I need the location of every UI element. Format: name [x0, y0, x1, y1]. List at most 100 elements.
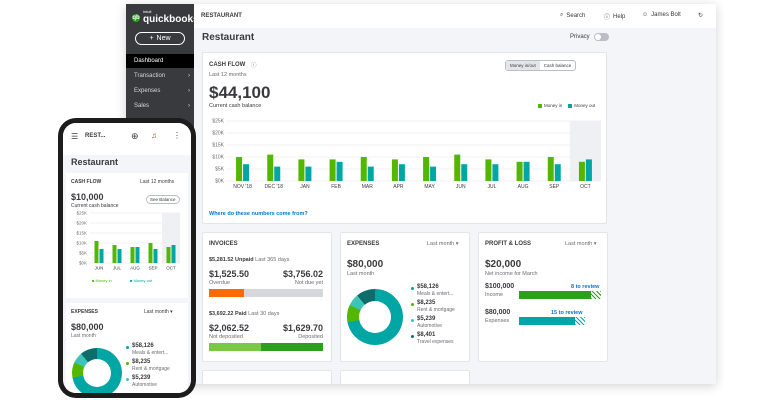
x-tick-label: DEC '18: [265, 184, 284, 190]
y-tick-label: $15K: [76, 231, 87, 236]
expenses-card: EXPENSES Last month ▾ $80,000 Last month…: [340, 232, 470, 362]
money-in-bar: [236, 157, 243, 181]
money-in-bar: [148, 243, 153, 263]
bell-icon[interactable]: ♫: [151, 131, 157, 140]
plus-icon: +: [149, 35, 154, 42]
x-tick-label: JUN: [456, 184, 466, 190]
period-dropdown[interactable]: Last month ▾: [144, 309, 173, 315]
x-tick-label: JUL: [113, 266, 121, 271]
mobile-header: ☰ REST... ⊕ ♫ ⋮: [63, 123, 191, 155]
mobile-screen: ☰ REST... ⊕ ♫ ⋮ Restaurant CASH FLOW Las…: [63, 123, 191, 393]
page-title: Restaurant: [202, 32, 255, 43]
card-title: EXPENSES: [347, 241, 380, 247]
x-tick-label: SEP: [148, 266, 157, 271]
period-label: Last 12 months: [209, 72, 247, 78]
money-out-bar: [99, 249, 104, 263]
quickbooks-logo: qb intuit quickbooks: [132, 9, 199, 25]
money-in-bar: [454, 154, 461, 181]
x-tick-label: AUG: [518, 184, 529, 190]
money-in-bar: [130, 247, 135, 263]
money-in-bar: [166, 247, 171, 263]
numbers-link[interactable]: Where do these numbers come from?: [209, 211, 308, 217]
mobile-expenses-card: EXPENSES Last month ▾ $80,000 Last month…: [66, 303, 188, 393]
sidebar-item-dashboard[interactable]: Dashboard: [126, 54, 194, 68]
more-icon[interactable]: ⋮: [173, 131, 181, 140]
chevron-right-icon: ›: [188, 73, 190, 79]
tab-money-in-out[interactable]: Money in/out: [506, 61, 540, 70]
cashflow-card: CASH FLOW ⓘ Last 12 months Money in/out C…: [202, 52, 607, 224]
new-button[interactable]: + New: [135, 32, 185, 45]
see-balance-button[interactable]: See Balance: [146, 195, 180, 204]
company-name: REST...: [85, 133, 106, 139]
money-out-bar: [430, 166, 437, 181]
y-tick-label: $0K: [79, 261, 87, 266]
period-dropdown[interactable]: Last month ▾: [565, 241, 597, 247]
sidebar-item-expenses[interactable]: Expenses ›: [134, 88, 190, 94]
money-in-bar: [391, 159, 398, 181]
mobile-cashflow-chart: $25K $20K $15K $10K $5K $0K JUN JUL AUG SEP OCT ■ M…: [76, 211, 180, 283]
money-out-bar: [153, 249, 158, 263]
x-tick-label: FEB: [331, 184, 341, 190]
money-in-bar: [112, 245, 117, 263]
page-title: Restaurant: [71, 157, 119, 167]
cash-balance-amount: $44,100: [209, 83, 271, 102]
deposited-amount: $1,629.70: [282, 323, 323, 333]
money-out-bar: [585, 159, 592, 181]
chevron-right-icon: ›: [188, 103, 190, 109]
view-toggle[interactable]: Money in/out Cash balance: [505, 60, 577, 71]
period-dropdown[interactable]: Last month ▾: [427, 241, 459, 247]
sidebar-item-transaction[interactable]: Transaction ›: [134, 73, 190, 79]
y-tick-label: $20K: [76, 221, 87, 226]
money-in-bar: [547, 157, 554, 181]
x-tick-label: SEP: [549, 184, 560, 190]
mobile-expenses-donut[interactable]: [72, 348, 122, 393]
chart-legend: Money in Money out: [538, 103, 595, 108]
x-tick-label: OCT: [166, 266, 176, 271]
expenses-bar[interactable]: [519, 317, 575, 325]
profit-loss-card: PROFIT & LOSS Last month ▾ $20,000 Net i…: [478, 232, 608, 362]
money-in-bar: [578, 161, 585, 181]
x-tick-label: MAR: [362, 184, 374, 190]
x-tick-label: JUL: [487, 184, 496, 190]
expenses-donut[interactable]: [347, 289, 403, 345]
y-tick-label: $5K: [215, 167, 225, 173]
privacy-toggle[interactable]: Privacy: [570, 33, 609, 41]
tab-cash-balance[interactable]: Cash balance: [543, 63, 572, 68]
money-out-bar: [336, 161, 343, 181]
current-month-highlight: [569, 121, 601, 181]
top-bar: RESTAURANT ⌕ Search ⓘ Help ☺ James Bolt ↻: [194, 4, 716, 28]
y-tick-label: $20K: [212, 131, 224, 137]
money-in-bar: [423, 157, 430, 181]
y-tick-label: $25K: [212, 119, 224, 125]
overdue-bar[interactable]: [209, 289, 244, 297]
desktop-app: qb intuit quickbooks + New Dashboard Transa…: [126, 4, 716, 384]
cashflow-chart: $25K $20K $15K $10K $5K $0K NOV '18 DEC '18 JAN F…: [212, 119, 601, 190]
user-menu[interactable]: ☺ James Bolt: [642, 12, 681, 18]
overdue-amount: $1,525.50: [209, 269, 250, 279]
money-out-bar: [367, 166, 374, 181]
x-tick-label: AUG: [130, 266, 140, 271]
x-tick-label: JAN: [300, 184, 310, 190]
income-bar[interactable]: [519, 291, 591, 299]
y-tick-label: $10K: [212, 155, 224, 161]
search-icon: ⌕: [560, 12, 564, 18]
money-out-bar: [492, 164, 499, 181]
deposited-bar[interactable]: [261, 343, 323, 351]
not-due-bar[interactable]: [244, 289, 323, 297]
not-deposited-amount: $2,062.52: [209, 323, 250, 333]
menu-icon[interactable]: ☰: [71, 132, 79, 141]
refresh-icon[interactable]: ↻: [698, 13, 704, 19]
not-due-amount: $3,756.02: [282, 269, 323, 279]
search-button[interactable]: ⌕ Search: [560, 12, 586, 19]
y-tick-label: $15K: [212, 143, 224, 149]
help-button[interactable]: ⓘ Help: [604, 13, 626, 22]
expenses-review-link[interactable]: 15 to review: [551, 310, 583, 316]
money-out-bar: [135, 247, 140, 263]
income-review-link[interactable]: 8 to review: [571, 284, 600, 290]
money-out-bar: [554, 164, 561, 181]
company-name: RESTAURANT: [201, 13, 242, 19]
y-tick-label: $10K: [76, 241, 87, 246]
add-icon[interactable]: ⊕: [131, 131, 139, 141]
not-deposited-bar[interactable]: [209, 343, 261, 351]
sidebar-item-sales[interactable]: Sales ›: [134, 103, 190, 109]
